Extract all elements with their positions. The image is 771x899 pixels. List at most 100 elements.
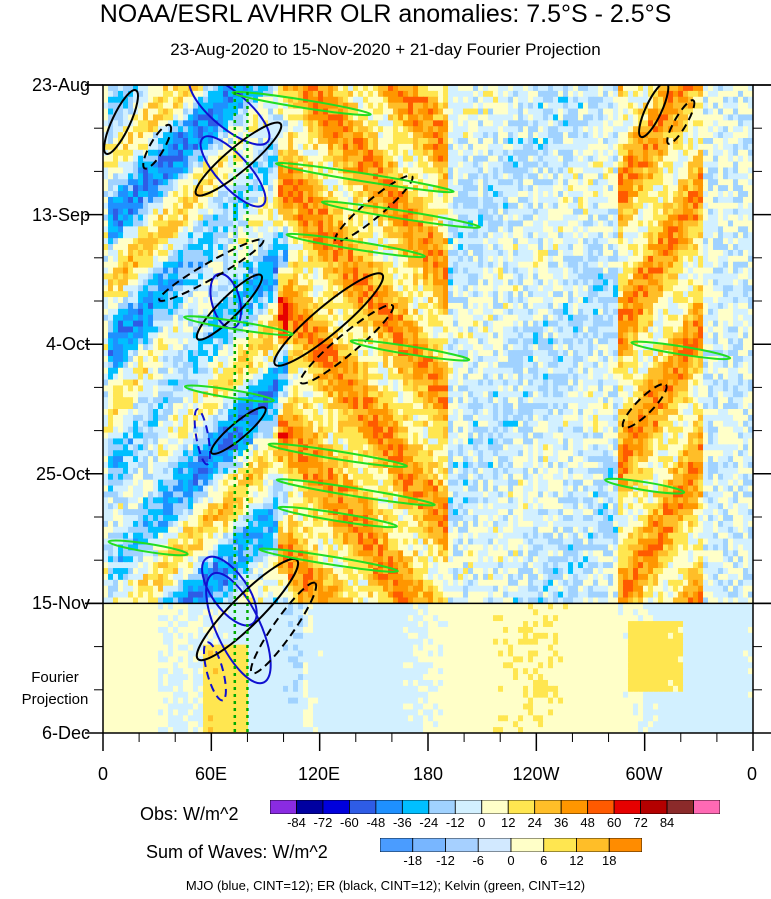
- field-cell: [183, 261, 189, 269]
- field-cell: [138, 208, 144, 216]
- field-cell: [153, 255, 159, 263]
- field-cell: [493, 191, 499, 198]
- field-cell: [683, 173, 689, 180]
- field-cell: [118, 285, 124, 292]
- field-cell: [158, 291, 164, 298]
- field-cell: [328, 96, 334, 104]
- field-cell: [708, 96, 714, 104]
- field-cell: [223, 208, 229, 216]
- field-cell: [263, 167, 269, 174]
- field-cell: [558, 208, 564, 216]
- field-cell: [748, 167, 753, 174]
- field-cell: [183, 249, 189, 257]
- field-cell: [578, 232, 584, 239]
- field-cell: [173, 120, 179, 127]
- field-cell: [643, 96, 649, 104]
- field-cell: [148, 191, 154, 198]
- field-cell: [593, 285, 599, 292]
- field-cell: [568, 132, 574, 139]
- field-cell: [298, 185, 304, 192]
- field-cell: [183, 291, 189, 298]
- field-cell: [653, 161, 659, 169]
- field-cell: [503, 120, 509, 127]
- field-cell: [398, 90, 404, 98]
- field-cell: [533, 279, 539, 286]
- field-cell: [728, 279, 734, 286]
- field-cell: [688, 138, 694, 145]
- field-cell: [223, 285, 229, 292]
- field-cell: [208, 108, 214, 116]
- field-cell: [448, 108, 454, 116]
- field-cell: [643, 273, 649, 280]
- field-cell: [173, 102, 179, 110]
- field-cell: [218, 214, 224, 222]
- field-cell: [598, 90, 604, 98]
- field-cell: [218, 255, 224, 263]
- field-cell: [673, 273, 679, 280]
- field-cell: [743, 232, 749, 239]
- field-cell: [623, 108, 629, 116]
- field-cell: [273, 126, 279, 133]
- field-cell: [583, 255, 589, 263]
- field-cell: [273, 102, 279, 110]
- field-cell: [198, 255, 204, 263]
- field-cell: [378, 261, 384, 269]
- field-cell: [598, 114, 604, 121]
- field-cell: [418, 261, 424, 269]
- field-cell: [603, 249, 609, 257]
- field-cell: [578, 291, 584, 298]
- field-cell: [503, 155, 509, 163]
- field-cell: [653, 202, 659, 210]
- field-cell: [183, 279, 189, 286]
- field-cell: [623, 132, 629, 139]
- field-cell: [543, 90, 549, 98]
- field-cell: [523, 138, 529, 145]
- field-cell: [483, 96, 489, 104]
- field-cell: [628, 285, 634, 292]
- field-cell: [173, 261, 179, 269]
- field-cell: [663, 173, 669, 180]
- field-cell: [238, 96, 244, 104]
- field-cell: [183, 114, 189, 121]
- field-cell: [523, 232, 529, 239]
- field-cell: [698, 273, 704, 280]
- field-cell: [258, 185, 264, 192]
- field-cell: [648, 238, 654, 245]
- field-cell: [113, 114, 119, 121]
- field-cell: [123, 297, 129, 304]
- field-cell: [593, 90, 599, 98]
- field-cell: [563, 96, 569, 104]
- field-cell: [348, 226, 354, 233]
- field-cell: [413, 120, 419, 127]
- field-cell: [513, 114, 519, 121]
- field-cell: [478, 132, 484, 139]
- field-cell: [123, 161, 129, 169]
- field-cell: [743, 179, 749, 186]
- field-cell: [218, 308, 224, 316]
- field-cell: [613, 297, 619, 304]
- field-cell: [183, 96, 189, 104]
- field-cell: [258, 273, 264, 280]
- field-cell: [708, 126, 714, 133]
- field-cell: [158, 226, 164, 233]
- field-cell: [458, 108, 464, 116]
- field-cell: [668, 132, 674, 139]
- field-cell: [143, 185, 149, 192]
- field-cell: [568, 185, 574, 192]
- field-cell: [433, 149, 439, 157]
- field-cell: [688, 155, 694, 163]
- field-cell: [173, 285, 179, 292]
- field-cell: [153, 155, 159, 163]
- field-cell: [673, 132, 679, 139]
- field-cell: [673, 155, 679, 163]
- field-cell: [338, 85, 344, 92]
- field-cell: [613, 238, 619, 245]
- field-cell: [488, 161, 494, 169]
- field-cell: [693, 179, 699, 186]
- field-cell: [453, 96, 459, 104]
- field-cell: [403, 255, 409, 263]
- field-cell: [518, 96, 524, 104]
- field-cell: [253, 285, 259, 292]
- field-cell: [383, 208, 389, 216]
- field-cell: [458, 202, 464, 210]
